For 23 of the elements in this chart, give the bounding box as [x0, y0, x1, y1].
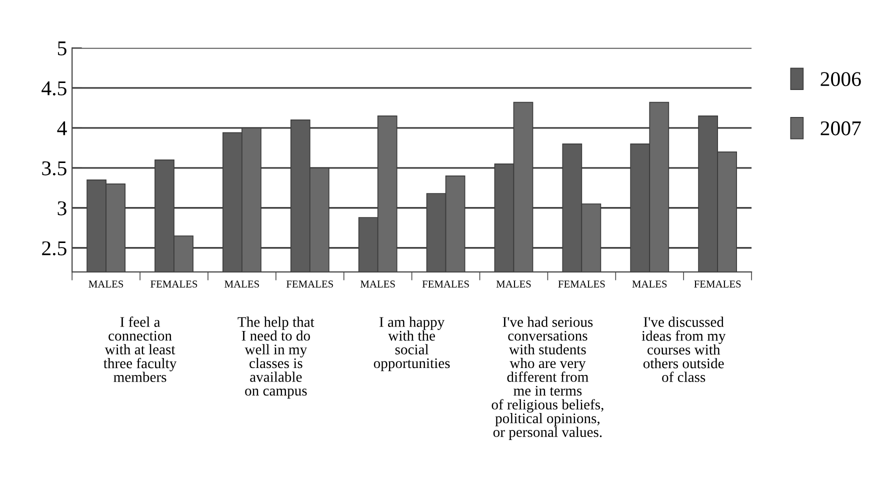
- x-tick-label: FEMALES: [286, 280, 333, 288]
- x-tick-label: FEMALES: [558, 280, 605, 288]
- text: I've had serious conversations with students who are very different from me in terms of religious beliefs, political opinions, or personal values.: [492, 316, 604, 440]
- y-tick-label: 5: [58, 42, 66, 56]
- legend-label: 2006: [820, 72, 861, 86]
- x-tick-label: MALES: [360, 280, 395, 288]
- x-tick-label: FEMALES: [694, 280, 741, 288]
- x-tick-label: FEMALES: [150, 280, 198, 288]
- legend-label: 2007: [820, 121, 861, 136]
- y-tick-label: 3: [58, 201, 66, 216]
- x-tick-label: MALES: [88, 280, 124, 288]
- x-tick-label: MALES: [496, 280, 531, 288]
- x-tick-label: FEMALES: [422, 280, 469, 288]
- y-tick-label: 2.5: [42, 241, 66, 256]
- text: The help that I need to do well in my classes is available on campus: [238, 316, 314, 399]
- text: I feel a connection with at least three faculty members: [104, 316, 177, 382]
- y-tick-label: 4.5: [42, 81, 66, 96]
- y-tick-label: 4: [57, 121, 67, 136]
- x-tick-label: MALES: [224, 280, 259, 288]
- x-tick-label: MALES: [632, 280, 667, 288]
- text: I am happy with the social opportunities: [374, 316, 450, 372]
- text: I've discussed ideas from my courses with others outside of class: [642, 316, 726, 382]
- y-tick-label: 3.5: [42, 161, 66, 176]
